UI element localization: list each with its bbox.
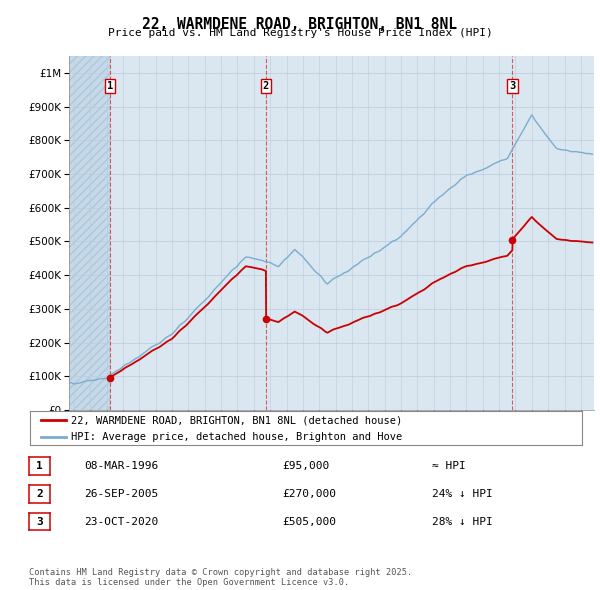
Text: 24% ↓ HPI: 24% ↓ HPI [432, 489, 493, 499]
Text: 2: 2 [263, 81, 269, 91]
Text: 26-SEP-2005: 26-SEP-2005 [84, 489, 158, 499]
Text: 3: 3 [36, 517, 43, 526]
Text: 1: 1 [36, 461, 43, 471]
Text: 23-OCT-2020: 23-OCT-2020 [84, 517, 158, 526]
Text: £270,000: £270,000 [282, 489, 336, 499]
Text: HPI: Average price, detached house, Brighton and Hove: HPI: Average price, detached house, Brig… [71, 431, 403, 441]
Text: ≈ HPI: ≈ HPI [432, 461, 466, 471]
Text: 22, WARMDENE ROAD, BRIGHTON, BN1 8NL: 22, WARMDENE ROAD, BRIGHTON, BN1 8NL [143, 17, 458, 31]
Text: 1: 1 [107, 81, 113, 91]
Text: 22, WARMDENE ROAD, BRIGHTON, BN1 8NL (detached house): 22, WARMDENE ROAD, BRIGHTON, BN1 8NL (de… [71, 415, 403, 425]
Text: 2: 2 [36, 489, 43, 499]
Text: £505,000: £505,000 [282, 517, 336, 526]
Text: Contains HM Land Registry data © Crown copyright and database right 2025.
This d: Contains HM Land Registry data © Crown c… [29, 568, 412, 587]
Text: 3: 3 [509, 81, 515, 91]
Text: £95,000: £95,000 [282, 461, 329, 471]
Text: 08-MAR-1996: 08-MAR-1996 [84, 461, 158, 471]
Text: Price paid vs. HM Land Registry's House Price Index (HPI): Price paid vs. HM Land Registry's House … [107, 28, 493, 38]
Text: 28% ↓ HPI: 28% ↓ HPI [432, 517, 493, 526]
Bar [69, 56, 110, 410]
